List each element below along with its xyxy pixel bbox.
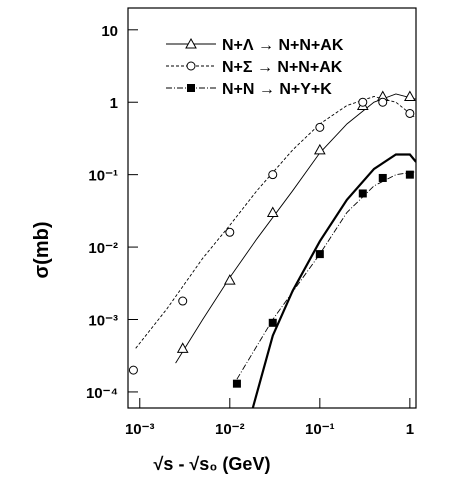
legend-marker — [187, 84, 195, 92]
marker — [378, 173, 387, 182]
x-tick-label: 10⁻³ — [125, 421, 155, 438]
marker — [176, 342, 189, 353]
fit-curve — [135, 96, 416, 349]
y-tick-label: 10⁻⁴ — [86, 385, 118, 402]
x-tick-label: 10⁻¹ — [305, 421, 335, 438]
marker — [313, 143, 326, 155]
legend-marker — [186, 61, 196, 71]
marker — [232, 379, 241, 388]
marker — [378, 97, 388, 107]
marker — [405, 108, 415, 118]
marker — [405, 170, 414, 179]
marker — [268, 170, 278, 180]
y-tick-label: 10⁻³ — [88, 313, 118, 330]
marker — [358, 189, 367, 198]
plot-frame — [127, 7, 417, 409]
marker — [268, 318, 277, 327]
legend-label: N+N → N+Y+K — [222, 81, 332, 98]
y-axis-label: σ(mb) — [31, 221, 53, 278]
y-tick-label: 1 — [110, 95, 118, 112]
legend-marker — [185, 37, 197, 49]
fit-curve — [236, 171, 416, 380]
marker — [358, 97, 368, 107]
fit-curve — [175, 93, 416, 364]
marker — [225, 227, 235, 237]
marker — [223, 274, 236, 285]
marker — [404, 90, 416, 101]
x-tick-label: 10⁻² — [215, 421, 245, 438]
marker — [266, 206, 279, 218]
legend-label: N+Λ → N+N+AK — [222, 37, 344, 54]
y-tick-label: 10⁻¹ — [88, 168, 118, 185]
marker — [178, 296, 188, 306]
x-tick-label: 1 — [406, 421, 414, 438]
y-tick-label: 10⁻² — [88, 240, 118, 257]
plot-area — [128, 90, 416, 408]
y-tick-label: 10 — [101, 23, 118, 40]
fit-curve — [251, 153, 416, 408]
legend-label: N+Σ → N+N+AK — [222, 59, 343, 76]
marker — [128, 365, 138, 375]
x-axis-label: √s - √s₀ (GeV) — [154, 454, 271, 474]
marker — [315, 122, 325, 132]
marker — [315, 250, 324, 259]
